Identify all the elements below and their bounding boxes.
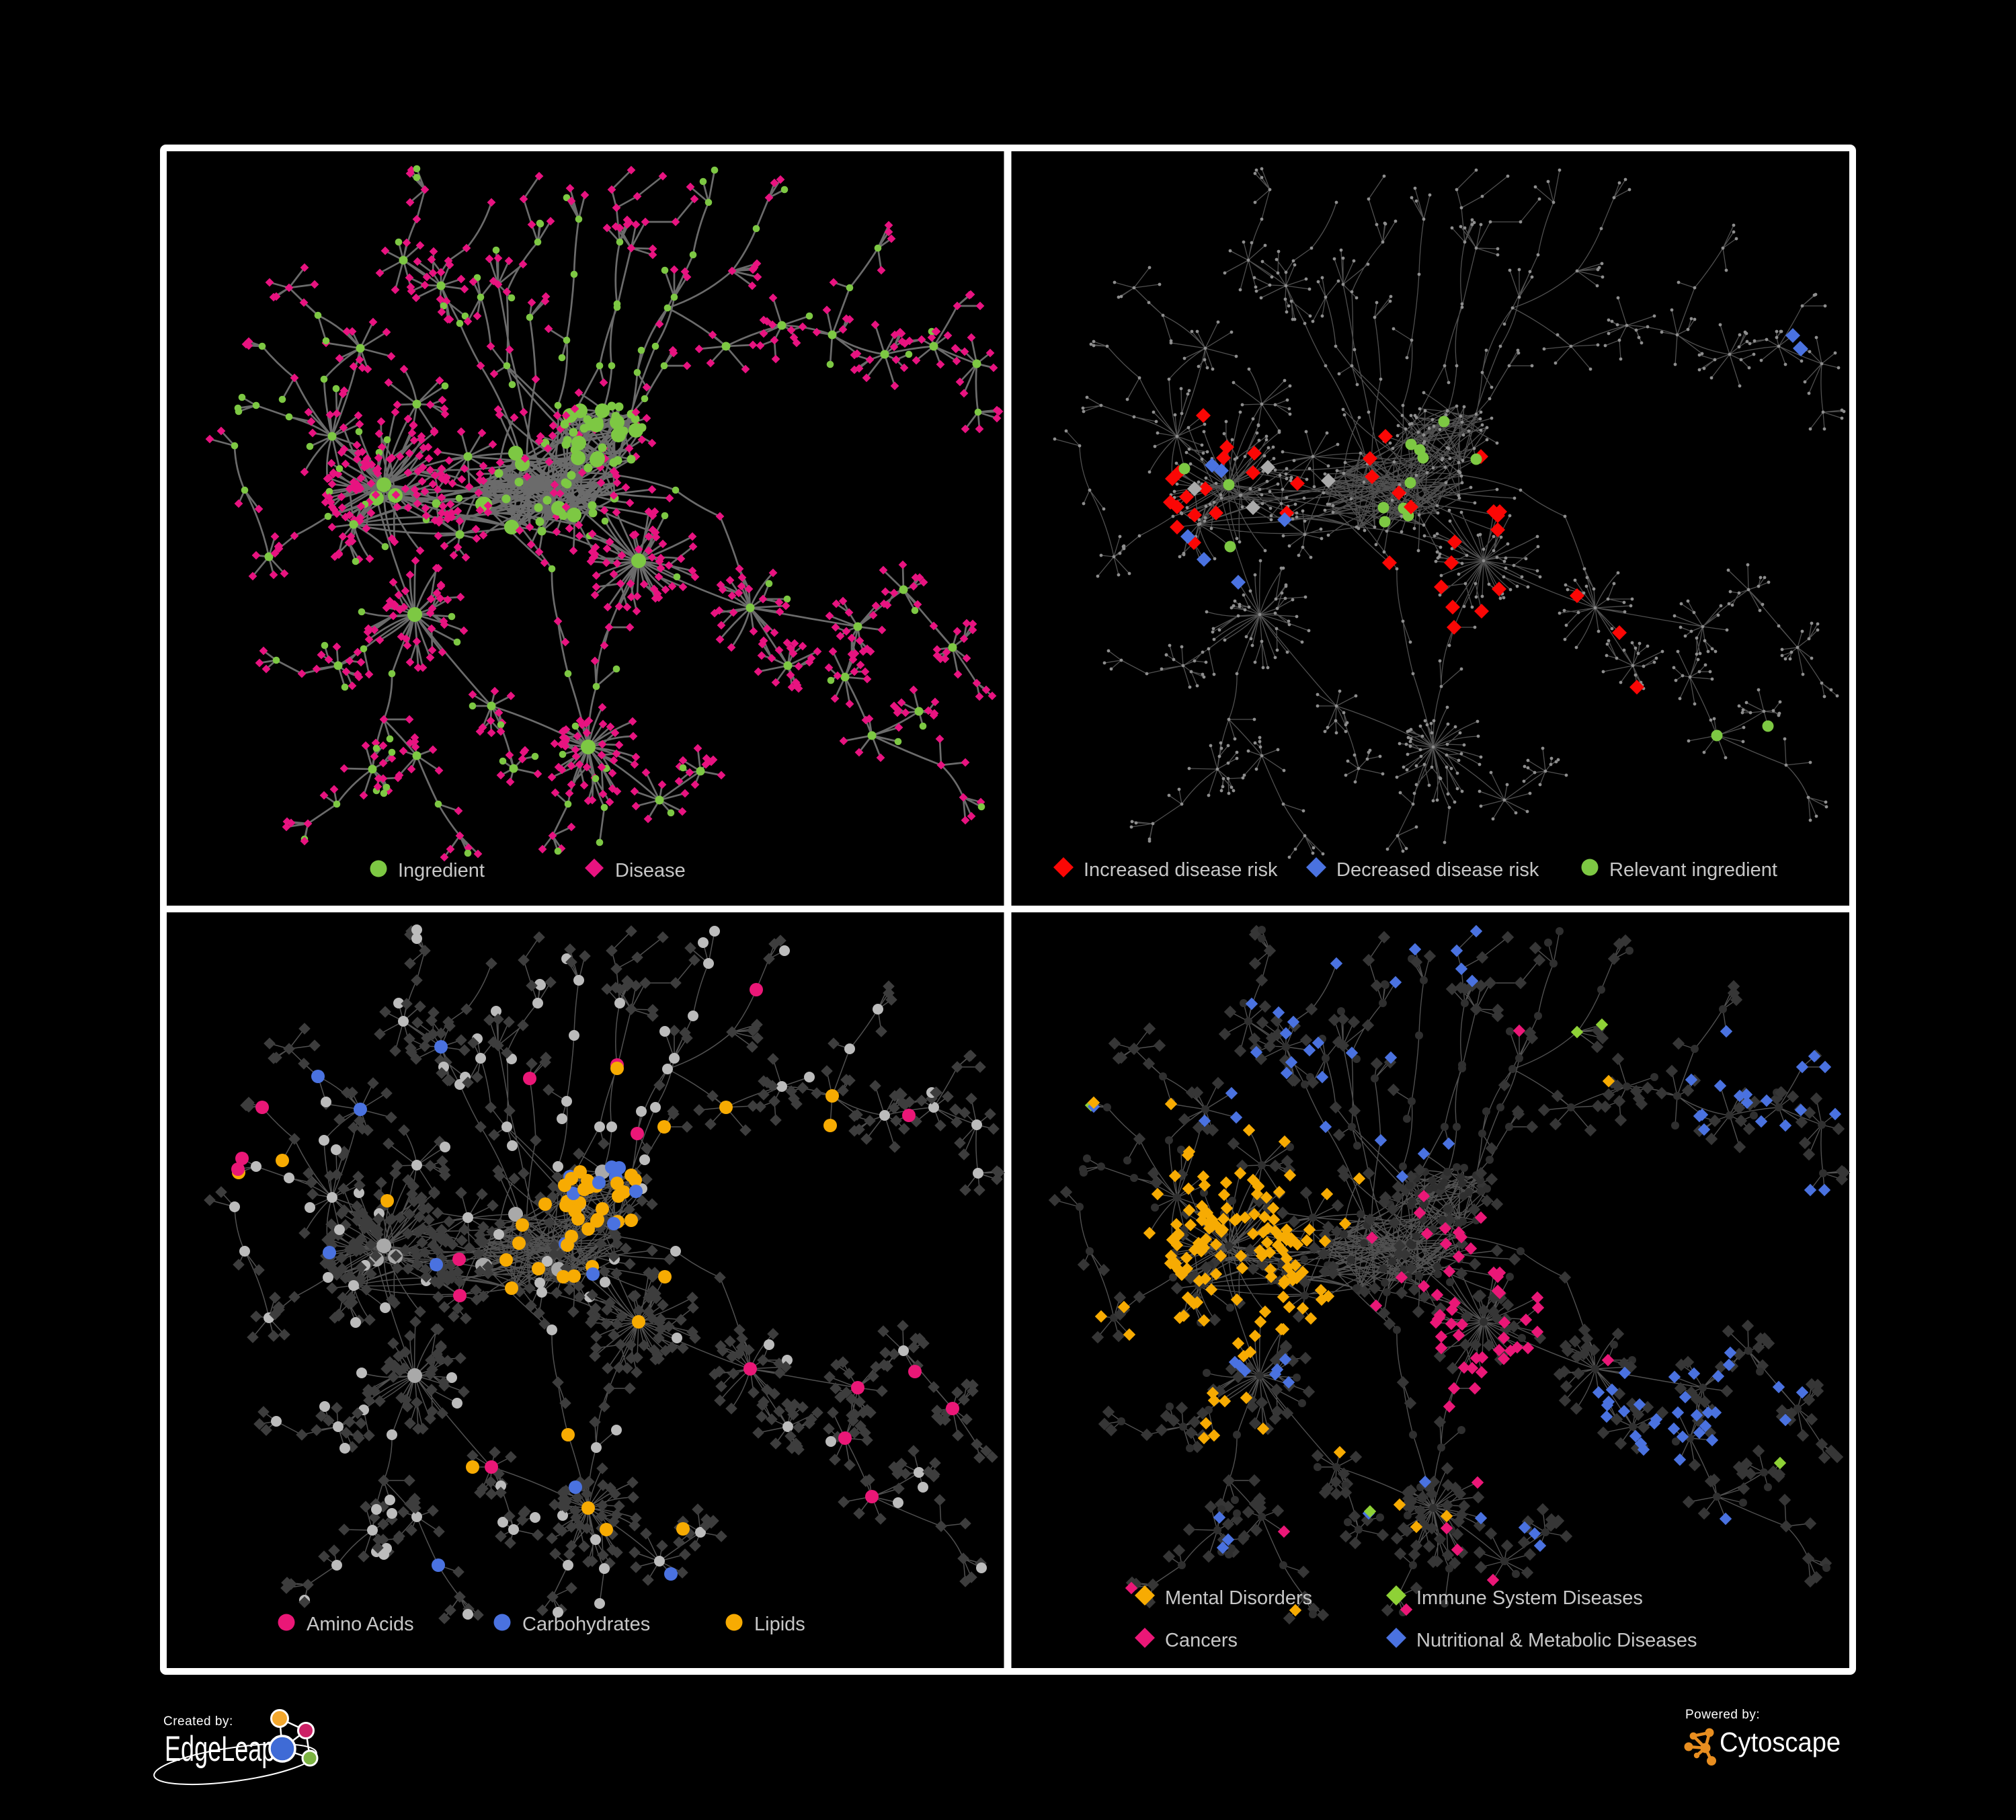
svg-text:Disease: Disease [615,860,686,881]
svg-text:Nutritional & Metabolic Diseas: Nutritional & Metabolic Diseases [1416,1630,1697,1651]
svg-text:Cancers: Cancers [1165,1630,1238,1651]
svg-text:Cytoscape: Cytoscape [1720,1727,1841,1758]
svg-text:Decreased disease risk: Decreased disease risk [1336,859,1539,881]
svg-text:Lipids: Lipids [754,1614,805,1635]
svg-text:Relevant ingredient: Relevant ingredient [1609,859,1777,881]
svg-text:Powered by:: Powered by: [1685,1708,1760,1722]
svg-text:Increased disease risk: Increased disease risk [1084,859,1278,881]
svg-text:Mental Disorders: Mental Disorders [1165,1587,1312,1609]
svg-text:EdgeLeap: EdgeLeap [165,1729,275,1769]
svg-text:Carbohydrates: Carbohydrates [522,1614,650,1635]
svg-text:Ingredient: Ingredient [398,860,485,881]
svg-text:Immune System Diseases: Immune System Diseases [1416,1587,1643,1609]
svg-text:Amino Acids: Amino Acids [307,1614,414,1635]
svg-text:Created by:: Created by: [163,1714,233,1729]
